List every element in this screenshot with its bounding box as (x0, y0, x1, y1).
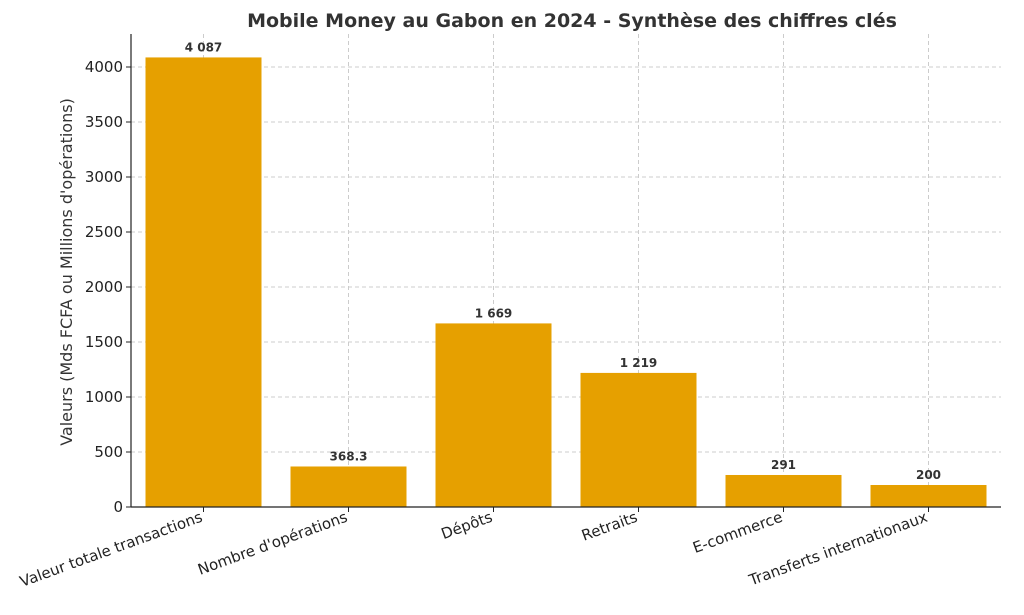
y-tick-label: 4000 (85, 58, 123, 76)
bar (290, 466, 407, 507)
x-tick-label: Nombre d'opérations (195, 508, 350, 579)
bar (725, 474, 842, 507)
x-tick-label: E-commerce (690, 508, 785, 557)
axes-layer (126, 34, 1001, 512)
y-tick-label: 1000 (85, 388, 123, 406)
y-tick-label: 3500 (85, 113, 123, 131)
y-tick-label: 1500 (85, 333, 123, 351)
chart-title: Mobile Money au Gabon en 2024 - Synthèse… (247, 10, 897, 32)
x-tick-label: Valeur totale transactions (17, 508, 205, 591)
x-tick-label: Dépôts (439, 508, 495, 543)
bar-value-label: 291 (771, 458, 796, 472)
x-tick-label: Retraits (579, 508, 640, 545)
y-tick-label: 2500 (85, 223, 123, 241)
bar (145, 57, 262, 508)
bar-value-label: 1 219 (620, 356, 658, 370)
y-tick-label: 3000 (85, 168, 123, 186)
bar (580, 372, 697, 507)
bar-value-label: 368.3 (330, 449, 368, 463)
bar-value-label: 200 (916, 468, 941, 482)
y-tick-label: 0 (113, 498, 123, 516)
bar-value-label: 4 087 (185, 40, 223, 54)
bar-value-label: 1 669 (475, 306, 513, 320)
y-tick-label: 500 (94, 443, 123, 461)
bars-layer (145, 57, 987, 508)
y-tick-label: 2000 (85, 278, 123, 296)
grid-layer (131, 34, 1001, 508)
y-axis-label: Valeurs (Mds FCFA ou Millions d'opératio… (57, 98, 76, 446)
bar (435, 323, 552, 507)
bar (870, 485, 987, 507)
